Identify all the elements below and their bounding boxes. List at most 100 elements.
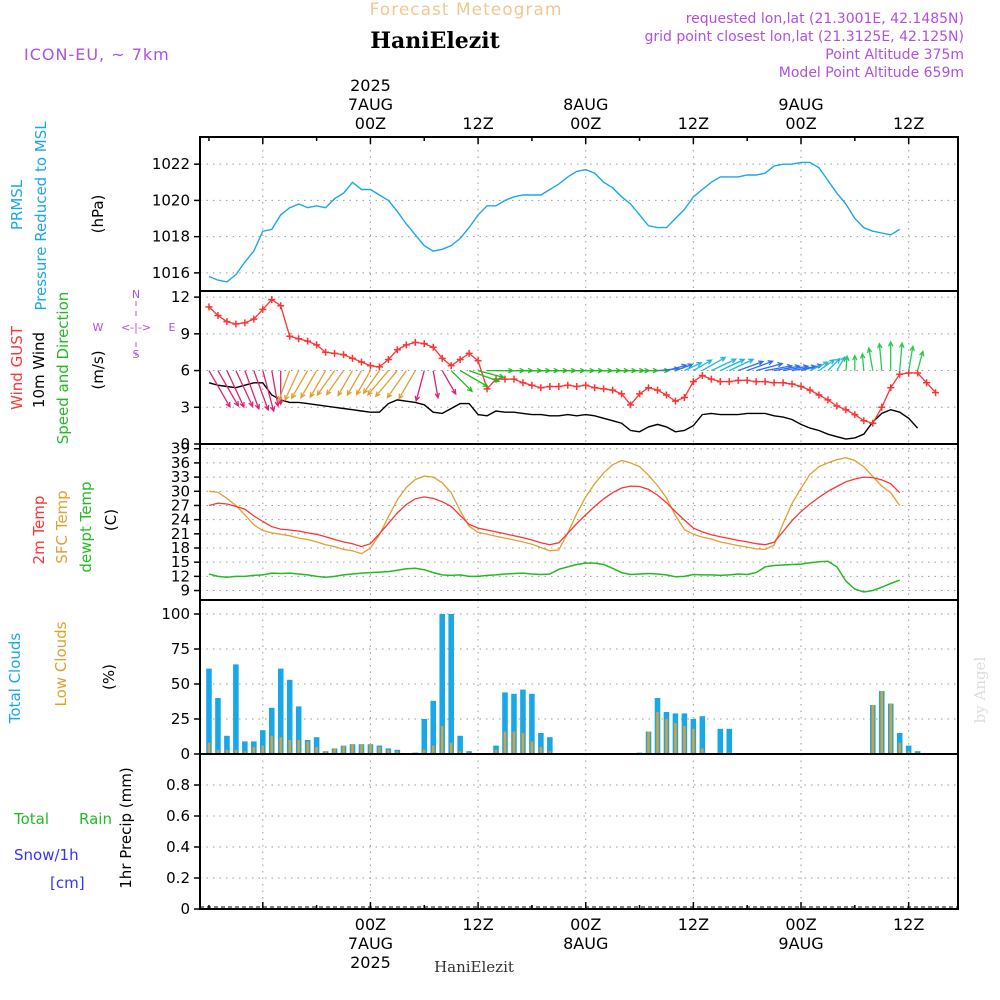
- gust-marker: [833, 402, 841, 410]
- low-cloud-bar: [297, 740, 300, 754]
- wind-direction-arrow: [441, 370, 457, 396]
- time-label-bottom: 00Z: [355, 915, 386, 934]
- wind-ytick-label: 6: [180, 362, 190, 380]
- precip-label-rain: Rain: [79, 810, 112, 828]
- temp-ytick-label: 27: [171, 496, 190, 514]
- wind-direction-arrow: [366, 370, 389, 397]
- clouds-ytick-label: 25: [171, 710, 190, 728]
- time-label-top: 8AUG: [563, 95, 608, 114]
- time-label-top: 00Z: [355, 114, 386, 133]
- location-name: HaniElezit: [370, 28, 500, 54]
- precip-ytick-label: 0.2: [166, 869, 190, 887]
- wind-ytick-label: 3: [180, 398, 190, 416]
- wind-direction-arrow: [300, 370, 318, 399]
- gust-marker: [304, 337, 312, 345]
- low-cloud-bar: [333, 748, 336, 754]
- temp-ytick-label: 33: [171, 468, 190, 486]
- clouds-ytick-label: 100: [161, 605, 190, 623]
- pressure-ytick-label: 1018: [152, 228, 190, 246]
- compass-arrows: <-|->: [121, 321, 151, 334]
- gust-marker: [932, 389, 940, 397]
- gust-marker: [600, 385, 608, 393]
- wind-direction-arrow: [916, 349, 925, 371]
- low-cloud-bar: [306, 741, 309, 754]
- gust-marker: [878, 403, 886, 411]
- time-label-bottom: 12Z: [462, 915, 493, 934]
- temp-2m-line: [208, 476, 901, 548]
- gust-marker: [752, 378, 760, 386]
- total-cloud-bar: [224, 735, 230, 754]
- gust-marker: [295, 335, 303, 343]
- gust-marker: [393, 346, 401, 354]
- gust-marker: [860, 417, 868, 425]
- gust-marker: [869, 419, 877, 427]
- low-cloud-bar: [458, 751, 462, 754]
- gust-marker: [653, 386, 661, 394]
- gust-marker: [815, 391, 823, 399]
- gust-marker: [510, 375, 518, 383]
- clouds-panel-frame: [199, 599, 959, 755]
- low-cloud-bar: [342, 745, 345, 754]
- total-cloud-bar: [215, 698, 221, 754]
- gust-marker: [645, 384, 653, 392]
- gust-marker: [438, 354, 446, 362]
- low-cloud-bar: [889, 703, 892, 754]
- temp-label-sfc: SFC Temp: [53, 490, 71, 563]
- low-cloud-bar: [225, 749, 229, 754]
- temp-ytick-label: 12: [171, 567, 190, 585]
- gust-marker: [214, 311, 222, 319]
- wind-direction-arrow: [325, 370, 345, 396]
- wind-direction-arrow: [337, 370, 354, 397]
- compass-e: E: [169, 321, 176, 334]
- wind-label-unit: (m/s): [89, 350, 107, 389]
- total-cloud-bar: [457, 735, 463, 754]
- low-cloud-bar: [683, 726, 686, 754]
- gust-marker: [465, 349, 473, 357]
- compass-n: N: [132, 288, 140, 301]
- wind-direction-arrow: [346, 370, 363, 397]
- gust-marker: [555, 382, 563, 390]
- precip-label-cm: [cm]: [50, 874, 85, 892]
- low-cloud-bar: [261, 745, 265, 754]
- low-cloud-bar: [369, 744, 372, 754]
- gust-marker: [609, 386, 617, 394]
- low-cloud-bar: [324, 751, 327, 754]
- low-cloud-bar: [243, 751, 247, 754]
- total-cloud-bar: [206, 668, 212, 754]
- gust-marker: [277, 302, 285, 310]
- wind-direction-arrow: [414, 370, 425, 403]
- low-cloud-bar: [315, 747, 318, 754]
- wind-direction-arrow: [208, 370, 231, 409]
- total-cloud-bar: [502, 692, 508, 754]
- time-label-bottom: 2025: [350, 953, 391, 972]
- gust-marker: [384, 356, 392, 364]
- gust-marker: [537, 384, 545, 392]
- gust-marker: [689, 378, 697, 386]
- wind-speed-line: [208, 382, 919, 440]
- gust-marker: [456, 356, 464, 364]
- wind-direction-arrow: [844, 354, 850, 371]
- wind-direction-arrow: [277, 370, 291, 403]
- frame-layer: [194, 136, 959, 910]
- low-cloud-bar: [216, 749, 220, 754]
- gust-marker: [268, 296, 276, 304]
- chart-title: Forecast Meteogram: [370, 0, 563, 20]
- low-cloud-bar: [512, 731, 516, 754]
- wind-direction-arrow: [887, 340, 894, 371]
- gust-marker: [573, 382, 581, 390]
- gust-marker: [824, 396, 832, 404]
- gust-marker: [725, 378, 733, 386]
- wind-direction-arrow: [908, 344, 915, 371]
- gust-marker: [627, 401, 635, 409]
- gust-marker: [322, 348, 330, 356]
- wind-direction-arrow: [693, 359, 713, 372]
- wind-direction-arrow: [818, 359, 836, 372]
- gust-marker: [716, 378, 724, 386]
- gust-marker: [582, 381, 590, 389]
- time-label-top: 00Z: [785, 114, 816, 133]
- wind-label-speed-dir: Speed and Direction: [54, 292, 72, 445]
- total-cloud-bar: [286, 679, 293, 754]
- low-cloud-bar: [234, 749, 238, 754]
- time-label-top: 2025: [350, 76, 391, 95]
- gust-marker: [232, 320, 240, 328]
